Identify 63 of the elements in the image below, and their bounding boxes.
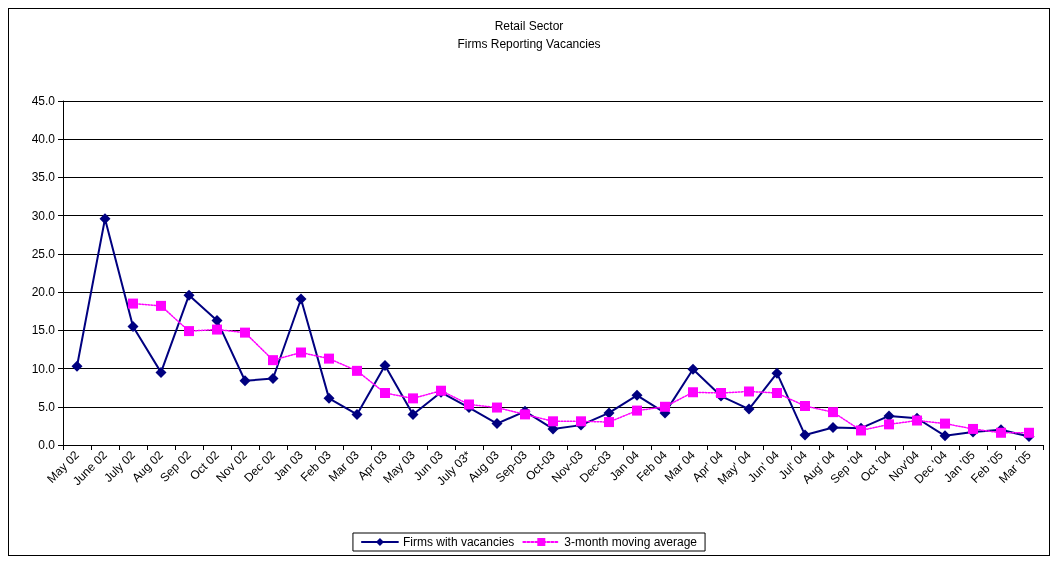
point bbox=[155, 366, 167, 378]
point bbox=[127, 321, 139, 333]
point bbox=[408, 393, 418, 404]
point bbox=[660, 401, 670, 412]
point bbox=[380, 388, 390, 399]
point bbox=[743, 403, 755, 415]
point bbox=[492, 402, 502, 413]
point bbox=[128, 298, 138, 309]
y-tick-label: 25.0 bbox=[31, 246, 56, 261]
point bbox=[631, 389, 643, 401]
point bbox=[323, 392, 335, 404]
point bbox=[940, 418, 950, 429]
point bbox=[632, 405, 642, 416]
point bbox=[464, 399, 474, 410]
y-tick-label: 30.0 bbox=[31, 208, 56, 223]
legend-label: 3-month moving average bbox=[564, 535, 698, 549]
point bbox=[688, 387, 698, 398]
point bbox=[1024, 427, 1034, 438]
y-tick-label: 40.0 bbox=[31, 132, 56, 147]
point bbox=[491, 418, 503, 430]
point bbox=[827, 421, 839, 433]
point bbox=[352, 365, 362, 376]
y-tick-label: 35.0 bbox=[31, 170, 56, 185]
point bbox=[687, 363, 699, 375]
point bbox=[407, 408, 419, 420]
chart-title: Retail Sector bbox=[494, 19, 564, 33]
point bbox=[240, 327, 250, 338]
point bbox=[267, 372, 279, 384]
point bbox=[884, 419, 894, 430]
point bbox=[296, 347, 306, 358]
point bbox=[156, 300, 166, 311]
point bbox=[268, 355, 278, 366]
point bbox=[604, 417, 614, 428]
point bbox=[799, 429, 811, 441]
y-tick-label: 45.0 bbox=[31, 94, 56, 108]
point bbox=[324, 353, 334, 364]
point bbox=[576, 416, 586, 427]
point bbox=[379, 360, 391, 371]
point bbox=[212, 324, 222, 335]
point bbox=[800, 401, 810, 412]
point bbox=[744, 386, 754, 397]
point bbox=[184, 326, 194, 337]
point bbox=[351, 408, 363, 420]
legend-label: Firms with vacancies bbox=[402, 535, 515, 549]
point bbox=[828, 407, 838, 418]
point bbox=[239, 375, 251, 387]
point bbox=[295, 293, 307, 305]
point bbox=[603, 407, 615, 419]
point bbox=[939, 430, 951, 442]
chart-subtitle: Firms Reporting Vacancies bbox=[457, 37, 601, 51]
point bbox=[520, 409, 530, 420]
point bbox=[968, 423, 978, 434]
y-tick-label: 15.0 bbox=[31, 323, 56, 338]
y-tick-label: 5.0 bbox=[38, 399, 56, 414]
point bbox=[548, 416, 558, 427]
point bbox=[183, 289, 195, 301]
point bbox=[211, 314, 223, 326]
y-tick-label: 10.0 bbox=[31, 361, 56, 376]
y-tick-label: 20.0 bbox=[31, 285, 56, 300]
point bbox=[771, 367, 783, 379]
y-tick-label: 0.0 bbox=[38, 438, 56, 452]
point bbox=[772, 388, 782, 399]
point bbox=[71, 360, 83, 372]
